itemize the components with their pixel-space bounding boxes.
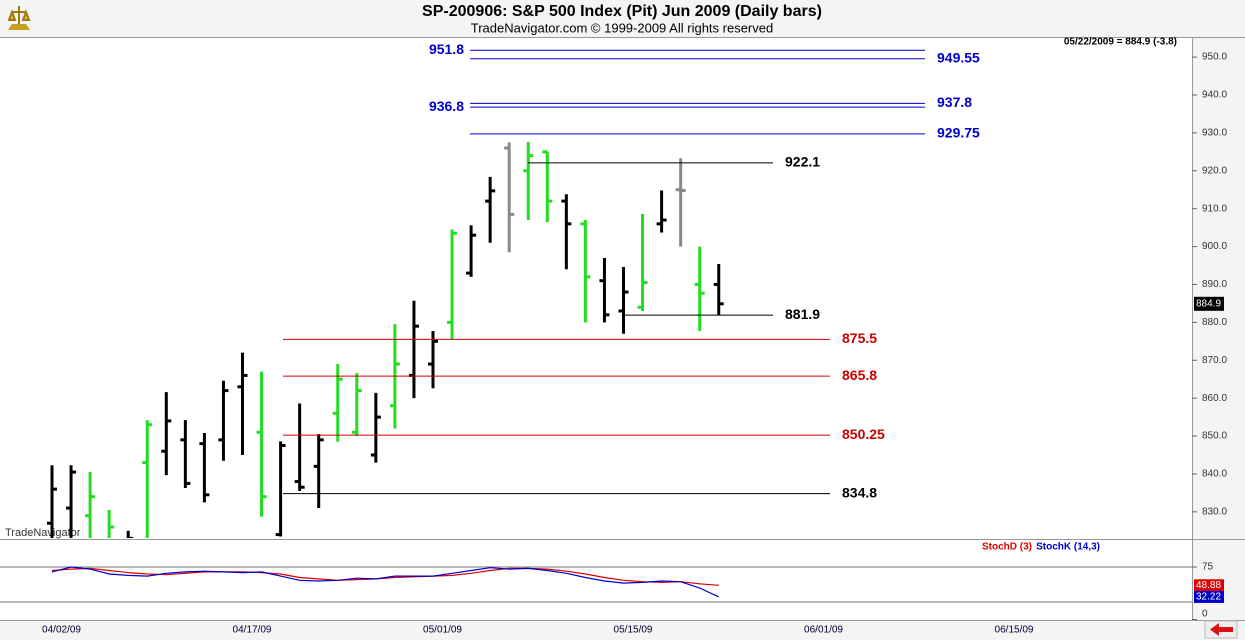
- price-axis-bg: [1192, 37, 1245, 620]
- last-price-label: 884.9: [1196, 298, 1221, 309]
- x-tick-label: 06/15/09: [995, 625, 1034, 636]
- y-tick-label: 830.0: [1202, 506, 1227, 517]
- level-label: 936.8: [429, 98, 464, 114]
- value-badge: [1194, 579, 1224, 592]
- y-tick-label: 900.0: [1202, 241, 1227, 252]
- value-badge-label: 32.22: [1196, 592, 1221, 603]
- nav-arrow[interactable]: [1204, 620, 1238, 639]
- watermark: TradeNavigator: [5, 527, 81, 539]
- y-tick-label: 870.0: [1202, 355, 1227, 366]
- logo: [7, 6, 31, 30]
- level-label: 929.75: [937, 125, 980, 141]
- level-label: 949.55: [937, 49, 980, 65]
- chart-title: SP-200906: S&P 500 Index (Pit) Jun 2009 …: [422, 3, 822, 20]
- y-tick-label: 880.0: [1202, 317, 1227, 328]
- value-badge-label: 48.88: [1196, 580, 1221, 591]
- y-tick-label: 910.0: [1202, 203, 1227, 214]
- y-tick-label: 850.0: [1202, 431, 1227, 442]
- value-badge: [1194, 590, 1224, 603]
- level-label: 937.8: [937, 94, 972, 110]
- stoch-line: [51, 566, 720, 598]
- date-axis-bg: [0, 620, 1245, 640]
- level-label: 834.8: [842, 484, 877, 500]
- y-tick-label: 0: [1202, 609, 1208, 620]
- legend-label: StochD (3): [982, 542, 1032, 553]
- y-tick-label: 920.0: [1202, 165, 1227, 176]
- chart-subtitle: TradeNavigator.com © 1999-2009 All right…: [471, 20, 773, 35]
- y-tick-label: 840.0: [1202, 469, 1227, 480]
- price-plot: [47, 141, 724, 538]
- y-tick-label: 940.0: [1202, 90, 1227, 101]
- header-bg: [0, 0, 1245, 37]
- y-tick-label: 860.0: [1202, 393, 1227, 404]
- level-label: 875.5: [842, 330, 877, 346]
- x-tick-label: 06/01/09: [804, 625, 843, 636]
- y-tick-label: 950.0: [1202, 52, 1227, 63]
- y-tick-label: 890.0: [1202, 279, 1227, 290]
- level-label: 922.1: [785, 154, 820, 170]
- x-tick-label: 05/15/09: [614, 625, 653, 636]
- x-tick-label: 04/02/09: [42, 625, 81, 636]
- status-text: 05/22/2009 = 884.9 (-3.8): [1064, 37, 1177, 48]
- legend-label: StochK (14,3): [1036, 542, 1100, 553]
- stoch-plot: [51, 566, 720, 598]
- level-label: 951.8: [429, 41, 464, 57]
- stoch-line: [51, 567, 719, 586]
- level-label: 881.9: [785, 306, 820, 322]
- last-price-badge: [1194, 296, 1224, 311]
- x-tick-label: 04/17/09: [233, 625, 272, 636]
- x-tick-label: 05/01/09: [423, 625, 462, 636]
- level-label: 850.25: [842, 426, 885, 442]
- level-label: 865.8: [842, 367, 877, 383]
- y-tick-label: 75: [1202, 562, 1214, 573]
- y-tick-label: 930.0: [1202, 128, 1227, 139]
